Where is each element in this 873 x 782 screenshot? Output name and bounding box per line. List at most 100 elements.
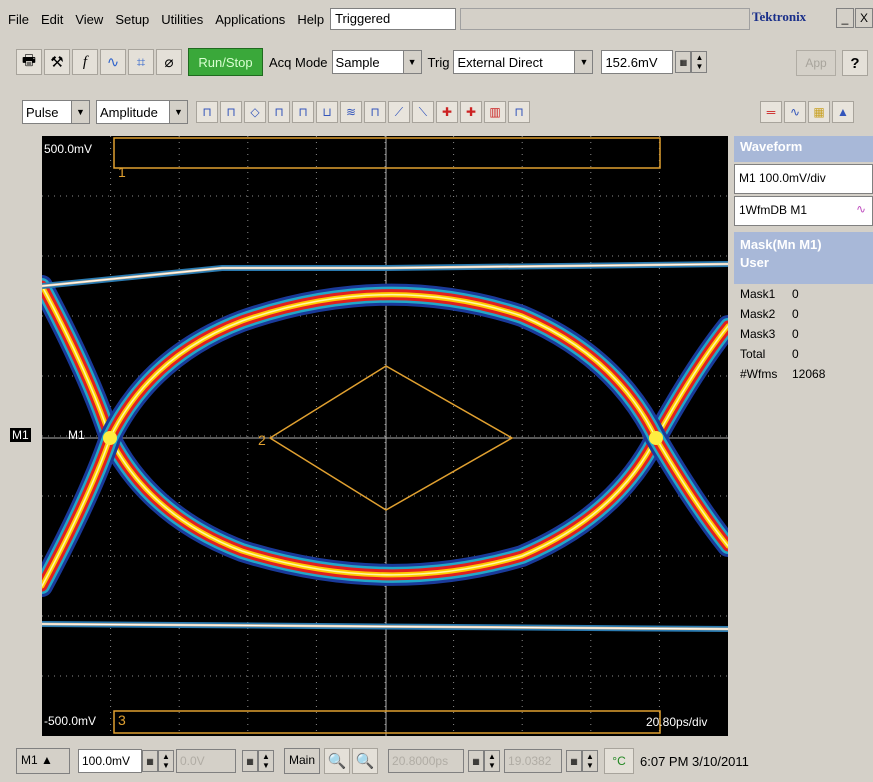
waveform-icon[interactable]: ∿ [100,49,126,75]
menu-utilities[interactable]: Utilities [161,11,204,27]
zoom-in-icon[interactable]: 🔍 [324,748,351,774]
menu-file[interactable]: File [8,11,29,27]
mask-region-bottom [113,710,661,734]
graticule [42,136,728,736]
print-icon[interactable]: 🖶 [16,49,42,75]
cursor-icon[interactable]: ⌗ [128,49,154,75]
mask-region-top [113,137,661,169]
waveform-db-icon: ∿ [855,202,866,216]
mask-region-1-label: 1 [118,164,126,180]
main-toolbar: 🖶 ⚒ f ∿ ⌗ ⌀ Run/Stop Acq Mode Sample ▼ T… [0,40,873,84]
trig-level-value: 152.6mV [605,54,658,70]
jitter-icon[interactable]: ✚ [436,101,458,123]
mask-row-value: 12068 [792,367,826,381]
vertical-scale-field[interactable]: 100.0mV [78,749,142,773]
chevron-down-icon[interactable]: ▼ [402,51,421,73]
period-icon[interactable]: ⊓ [292,101,314,123]
menu-applications[interactable]: Applications [215,11,286,27]
clear-icon[interactable]: ═ [760,101,782,123]
histogram-icon[interactable]: ▥ [484,101,506,123]
grid-view-icon[interactable]: ▦ [808,101,830,123]
menu-bar: File Edit View Setup Utilities Applicati… [0,0,873,38]
chevron-down-icon[interactable]: ▼ [169,101,187,123]
chevron-down-icon[interactable]: ▼ [574,51,593,73]
thermometer-icon[interactable]: °C [604,748,635,774]
mask-row-name: Mask3 [740,327,776,341]
keypad-icon[interactable]: ▦ [142,750,158,772]
eraser-icon[interactable]: ⌀ [156,49,182,75]
eye-trace-upper [42,286,728,594]
measure-param-value: Amplitude [100,104,158,120]
negative-pulse-icon[interactable]: ⊔ [316,101,338,123]
pulse-width-icon[interactable]: ⊓ [268,101,290,123]
histogram-view-icon[interactable]: ▲ [832,101,854,123]
help-icon[interactable]: ? [842,50,868,76]
pulse-shape-icon[interactable]: ⊓ [508,101,530,123]
mask-row: Mask2 0 [734,304,873,324]
menu-view[interactable]: View [75,11,104,27]
chevron-up-icon: ▲ [41,753,53,767]
keypad-icon[interactable]: ▦ [675,51,692,73]
waveform-header: Waveform [734,136,873,162]
record-length-field: 19.0382 [504,749,563,773]
mask-row: #Wfms 12068 [734,364,873,384]
channel-marker[interactable]: M1 [10,428,31,442]
tools-icon[interactable]: ⚒ [44,49,70,75]
mask-region-center [268,365,514,511]
right-panel: Waveform M1 100.0mV/div 1WfmDB M1 ∿ Mask… [734,136,873,736]
record-length-spinner: ▲ ▼ [582,750,599,772]
run-stop-button[interactable]: Run/Stop [188,48,263,76]
mask-row-value: 0 [792,287,799,301]
eye-traces [42,261,728,632]
acq-mode-value: Sample [335,54,380,70]
waveform-scale[interactable]: M1 100.0mV/div [734,164,873,194]
mask-row-name: Mask2 [740,307,776,321]
main-timebase-button[interactable]: Main [284,748,321,774]
channel-tag: M1 [68,428,85,442]
measurement-toolbar: Pulse ▼ Amplitude ▼ ⊓ ⊓ ◇ ⊓ ⊓ ⊔ ≋ ⊓ ⟋ ⟍ … [0,92,873,132]
close-button[interactable]: X [855,8,873,28]
trig-level-field[interactable]: 152.6mV [601,50,674,74]
math-function-icon[interactable]: f [72,49,98,75]
eye-crossing-point [103,431,117,445]
crossing-icon[interactable]: ✚ [460,101,482,123]
eye-crossing-point [649,431,663,445]
eye-measure-icon[interactable]: ◇ [244,101,266,123]
zoom-out-icon[interactable]: 🔍 [352,748,379,774]
acq-mode-label: Acq Mode [269,54,328,70]
frequency-icon[interactable]: ⊓ [364,101,386,123]
chevron-down-icon[interactable]: ▼ [71,101,89,123]
brand-logo: Tektronix [752,9,807,24]
mask-regions [113,137,661,734]
menu-help[interactable]: Help [297,11,325,27]
app-button[interactable]: App [796,50,836,76]
wave-view-icon[interactable]: ∿ [784,101,806,123]
horizontal-position-spinner: ▲ ▼ [484,750,501,772]
waveform-source-text: 1WfmDB M1 [739,203,808,217]
waveform-display[interactable]: 500.0mV -500.0mV 20.80ps/div 1 2 3 M1 [42,136,728,736]
fall-time-icon[interactable]: ⟍ [412,101,434,123]
waveform-source[interactable]: 1WfmDB M1 ∿ [734,196,873,226]
channel-select[interactable]: M1 ▲ [16,748,70,774]
trig-level-spinner[interactable]: ▲ ▼ [691,51,708,73]
rise-time-icon[interactable]: ⟋ [388,101,410,123]
menu-edit[interactable]: Edit [40,11,64,27]
mask-region-2-label: 2 [258,432,266,448]
mask-header: Mask(Mn M1) User [734,232,873,284]
status-spacer [460,8,751,30]
pulse-measure-icon[interactable]: ⊓ [196,101,218,123]
burst-icon[interactable]: ≋ [340,101,362,123]
mask-row-value: 0 [792,327,799,341]
acq-mode-select[interactable]: Sample ▼ [331,50,422,74]
menu-setup[interactable]: Setup [115,11,150,27]
trig-select[interactable]: External Direct ▼ [453,50,594,74]
measure-param-select[interactable]: Amplitude ▼ [96,100,188,124]
eye-trace-upper [42,294,728,587]
vertical-scale-spinner[interactable]: ▲ ▼ [158,750,174,772]
measure-type-select[interactable]: Pulse ▼ [22,100,90,124]
minimize-button[interactable]: _ [836,8,854,28]
pulse-train-icon[interactable]: ⊓ [220,101,242,123]
trig-label: Trig [427,54,450,70]
mask-header-subtitle: User [740,255,769,270]
mask-row-name: Mask1 [740,287,776,301]
